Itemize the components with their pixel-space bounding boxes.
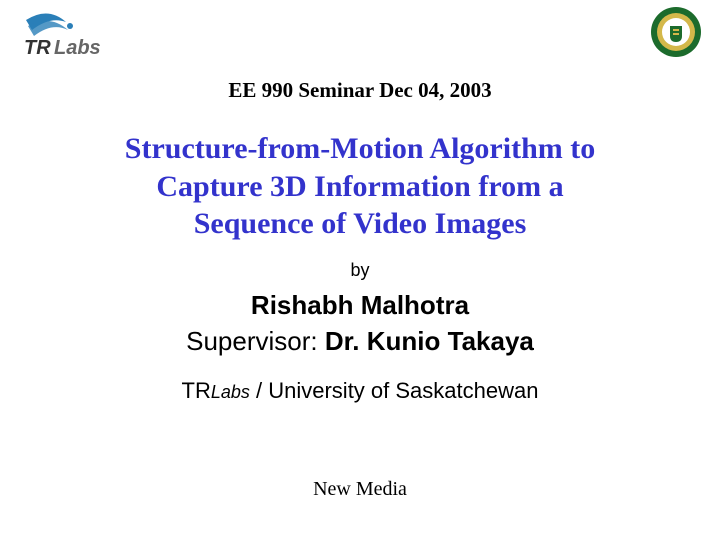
supervisor-label: Supervisor: [186, 326, 325, 356]
supervisor-name: Dr. Kunio Takaya [325, 326, 534, 356]
footer-text: New Media [0, 478, 720, 501]
svg-text:Labs: Labs [54, 37, 101, 59]
affil-tr: TR [182, 378, 211, 403]
title-line-3: Sequence of Video Images [194, 207, 527, 240]
svg-text:TR: TR [24, 37, 51, 59]
seminar-heading: EE 990 Seminar Dec 04, 2003 [0, 78, 720, 103]
title-line-1: Structure-from-Motion Algorithm to [125, 132, 595, 165]
trlabs-logo-icon: TR Labs [18, 12, 138, 62]
presentation-title: Structure-from-Motion Algorithm to Captu… [0, 130, 720, 243]
university-seal-icon [650, 6, 702, 58]
affil-rest: / University of Saskatchewan [250, 378, 539, 403]
university-seal [650, 6, 702, 58]
author-name: Rishabh Malhotra [0, 290, 720, 321]
by-label: by [0, 260, 720, 281]
affil-labs: Labs [211, 382, 250, 402]
trlabs-logo: TR Labs [18, 12, 138, 62]
supervisor-line: Supervisor: Dr. Kunio Takaya [0, 326, 720, 357]
affiliation-line: TRLabs / University of Saskatchewan [0, 378, 720, 404]
title-line-2: Capture 3D Information from a [156, 170, 563, 203]
